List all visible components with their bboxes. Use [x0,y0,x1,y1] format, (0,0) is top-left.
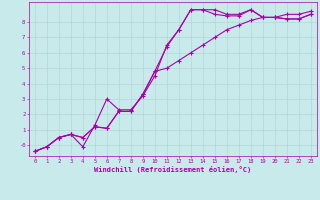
X-axis label: Windchill (Refroidissement éolien,°C): Windchill (Refroidissement éolien,°C) [94,166,252,173]
